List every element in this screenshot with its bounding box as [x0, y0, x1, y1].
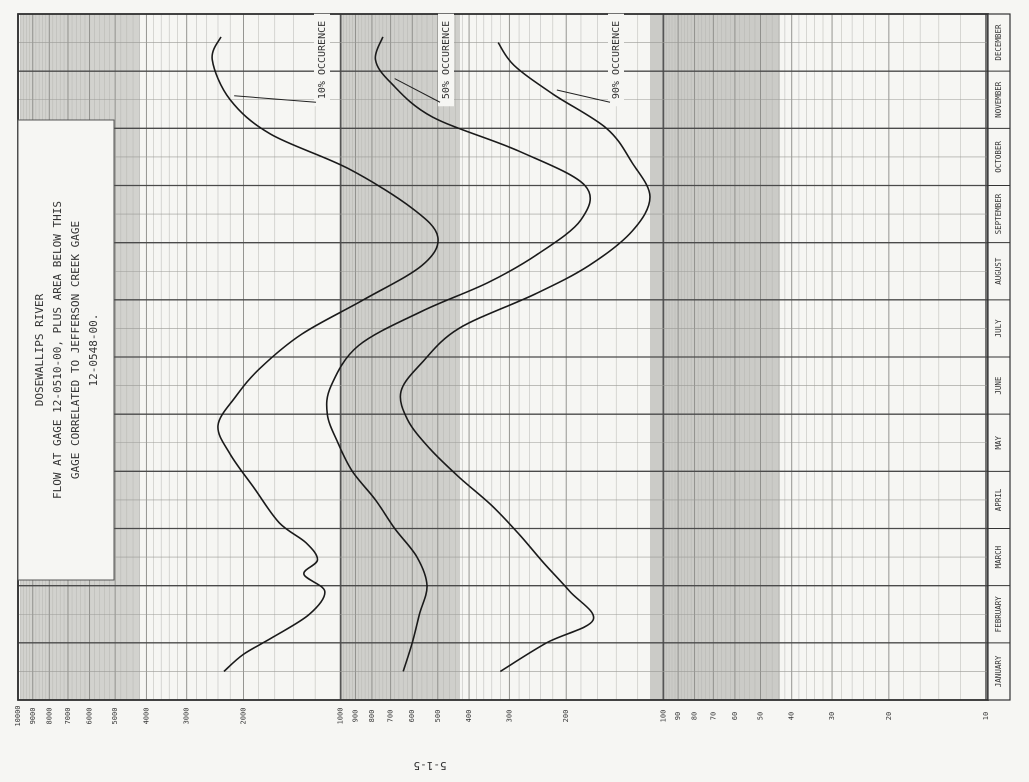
occurrence-curve — [399, 42, 651, 673]
flow-tick-label: 10000 — [14, 705, 22, 726]
title-line: FLOW AT GAGE 12-0510-00, PLUS AREA BELOW… — [51, 201, 64, 499]
callout-leader — [556, 89, 611, 103]
month-label: JULY — [994, 319, 1003, 338]
flow-tick-label: 7000 — [64, 708, 72, 725]
occurrence-curve — [325, 36, 592, 672]
flow-tick-label: 800 — [368, 710, 376, 723]
series-label-bg — [608, 13, 624, 107]
flow-tick-label: 6000 — [86, 708, 94, 725]
flow-tick-label: 80 — [691, 712, 699, 720]
flow-tick-label: 40 — [788, 712, 796, 720]
series-label: 10% OCCURENCE — [317, 21, 328, 99]
title-line: DOSEWALLIPS RIVER — [33, 293, 46, 406]
flow-tick-label: 90 — [674, 712, 682, 720]
flow-tick-label: 3000 — [183, 708, 191, 725]
month-label: AUGUST — [994, 257, 1003, 285]
flow-tick-label: 20 — [885, 712, 893, 720]
flow-tick-label: 600 — [408, 710, 416, 723]
title-box-frame — [17, 119, 115, 581]
occurrence-curve — [211, 36, 439, 673]
month-label: APRIL — [994, 488, 1003, 511]
flow-tick-label: 4000 — [142, 708, 150, 725]
month-label: JANUARY — [994, 655, 1003, 687]
flow-tick-label: 50 — [756, 712, 764, 720]
month-label: SEPTEMBER — [994, 193, 1003, 234]
series-label: 90% OCCURENCE — [611, 21, 622, 99]
flow-tick-label: 500 — [434, 710, 442, 723]
page-footer: 5-1-5 — [413, 759, 446, 772]
flow-tick-label: 400 — [465, 710, 473, 723]
flow-tick-label: 1000 — [337, 708, 345, 725]
occurrence-curves — [211, 36, 651, 673]
month-label: MARCH — [994, 545, 1003, 568]
page-mark: 5-1-5 — [413, 759, 446, 772]
flow-tick-label: 200 — [562, 710, 570, 723]
flow-tick-label: 60 — [731, 712, 739, 720]
series-label-bg — [314, 13, 330, 107]
curve-callouts: 10% OCCURENCE 50% OCCURENCE 90% OCCURENCE — [234, 13, 624, 107]
title-line: 12-0548-00. — [87, 314, 100, 387]
month-label: JUNE — [994, 376, 1003, 395]
series-label-bg — [438, 13, 454, 107]
flow-tick-label: 30 — [828, 712, 836, 720]
series-label: 50% OCCURENCE — [441, 21, 452, 99]
flow-tick-label: 8000 — [45, 708, 53, 725]
flow-tick-label: 300 — [505, 710, 513, 723]
month-label: OCTOBER — [994, 141, 1003, 173]
flow-tick-label: 10 — [982, 712, 990, 720]
flow-tick-label: 9000 — [29, 708, 37, 725]
month-gridlines — [18, 13, 988, 701]
title-line: GAGE CORRELATED TO JEFFERSON CREEK GAGE — [69, 221, 82, 479]
month-label: NOVEMBER — [994, 81, 1003, 118]
flow-tick-label: 900 — [351, 710, 359, 723]
month-label: MAY — [994, 435, 1003, 449]
callout-leader — [234, 95, 317, 103]
flow-tick-labels: 10 20 30 40 50 60 70 80 90 100 200 300 400 500 600 700 8… — [14, 705, 990, 726]
chart-title-box: DOSEWALLIPS RIVER FLOW AT GAGE 12-0510-00… — [17, 119, 115, 581]
month-label: FEBRUARY — [994, 596, 1003, 633]
flow-tick-label: 70 — [709, 712, 717, 720]
flow-tick-label: 700 — [387, 710, 395, 723]
month-label-strip: JANUARY FEBRUARY MARCH APRIL MAY JUNE JULY AUGU… — [987, 13, 1011, 701]
month-label: DECEMBER — [994, 24, 1003, 61]
flow-tick-label: 2000 — [240, 708, 248, 725]
flow-tick-label: 100 — [659, 710, 667, 723]
callout-leader — [394, 78, 441, 103]
flow-tick-label: 5000 — [111, 708, 119, 725]
